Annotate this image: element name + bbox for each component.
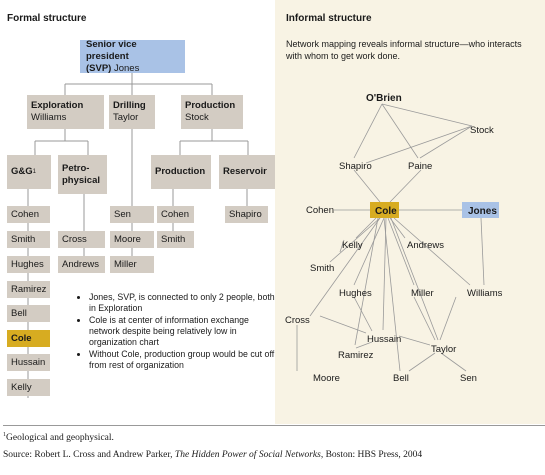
- member-box: Cohen: [157, 206, 194, 223]
- network-node-bell: Bell: [393, 373, 409, 384]
- member-box: Moore: [110, 231, 154, 248]
- informal-network-graph: O'Brien Stock Shapiro Paine Cohen Cole J…: [285, 93, 503, 384]
- member-box: Cohen: [7, 206, 50, 223]
- footnote-definition: 1Geological and geophysical.: [3, 431, 114, 443]
- network-node-paine: Paine: [408, 161, 432, 172]
- note-item: Jones, SVP, is connected to only 2 peopl…: [89, 292, 279, 314]
- network-node-obrien: O'Brien: [366, 93, 402, 104]
- svp-title-abbrev: (SVP): [86, 62, 112, 74]
- network-node-sen: Sen: [460, 373, 477, 384]
- note-item: Cole is at center of information exchang…: [89, 315, 279, 348]
- member-box: Smith: [157, 231, 194, 248]
- informal-structure-panel: [275, 0, 545, 424]
- network-node-jones: Jones: [468, 206, 497, 217]
- member-box: Cross: [58, 231, 105, 248]
- footnote-marker: 1: [3, 431, 6, 438]
- member-box: Hussain: [7, 354, 50, 371]
- member-box: Ramirez: [7, 281, 50, 298]
- group-label-line2: physical: [62, 174, 101, 186]
- network-node-cole: Cole: [375, 206, 397, 217]
- network-node-smith: Smith: [310, 263, 334, 274]
- member-box: Bell: [7, 305, 50, 322]
- group-production: Production: [151, 155, 211, 189]
- network-node-hughes: Hughes: [339, 288, 372, 299]
- group-reservoir: Reservoir: [219, 155, 275, 189]
- formal-notes-list: Jones, SVP, is connected to only 2 peopl…: [80, 292, 279, 372]
- network-node-moore: Moore: [313, 373, 340, 384]
- formal-structure-title: Formal structure: [7, 13, 87, 24]
- svp-box: Senior vice president (SVP) Jones: [80, 38, 185, 74]
- network-node-ramirez: Ramirez: [338, 350, 374, 361]
- network-node-stock: Stock: [470, 125, 494, 136]
- division-label: Drilling: [113, 100, 146, 111]
- footer-divider: [3, 425, 545, 426]
- network-node-miller: Miller: [411, 288, 434, 299]
- division-label: Exploration: [31, 100, 84, 111]
- member-box: Andrews: [58, 256, 105, 273]
- network-node-hussain: Hussain: [367, 334, 401, 345]
- network-node-cole-box: [370, 202, 399, 218]
- division-label: Production: [185, 100, 236, 111]
- note-item: Without Cole, production group would be …: [89, 349, 279, 371]
- group-label: G&G: [11, 166, 33, 177]
- division-drilling: Drilling Taylor: [109, 95, 155, 129]
- member-box: Shapiro: [225, 206, 268, 223]
- footnote-text: Geological and geophysical.: [6, 433, 114, 443]
- member-box-cole: Cole: [7, 330, 50, 347]
- division-head: Williams: [31, 112, 67, 123]
- network-edges: [296, 103, 485, 372]
- network-node-cross: Cross: [285, 315, 310, 326]
- network-node-jones-box: [462, 202, 499, 218]
- source-title: The Hidden Power of Social Networks: [174, 450, 321, 460]
- member-box: Kelly: [7, 379, 50, 396]
- member-box: Sen: [110, 206, 154, 223]
- network-node-williams: Williams: [467, 288, 503, 299]
- source-suffix: , Boston: HBS Press, 2004: [320, 450, 423, 460]
- member-box: Smith: [7, 231, 50, 248]
- division-head: Taylor: [113, 112, 139, 123]
- network-node-cohen: Cohen: [306, 205, 334, 216]
- network-node-kelly: Kelly: [342, 240, 363, 251]
- member-box: Hughes: [7, 256, 50, 273]
- division-head: Stock: [185, 112, 209, 123]
- network-node-shapiro: Shapiro: [339, 161, 372, 172]
- division-exploration: Exploration Williams: [27, 95, 104, 129]
- group-label: Production: [155, 166, 206, 177]
- informal-subtitle: Network mapping reveals informal structu…: [286, 39, 522, 61]
- network-node-andrews: Andrews: [407, 240, 444, 251]
- division-production: Production Stock: [181, 95, 243, 129]
- group-label-line1: Petro-: [62, 162, 90, 174]
- network-node-taylor: Taylor: [431, 344, 456, 355]
- group-label: Reservoir: [223, 166, 267, 177]
- svp-name: Jones: [113, 62, 140, 74]
- group-gg: G&G 1: [7, 155, 51, 189]
- svp-title: Senior vice president: [86, 38, 137, 62]
- source-prefix: Source: Robert L. Cross and Andrew Parke…: [3, 450, 175, 460]
- member-box: Miller: [110, 256, 154, 273]
- group-petrophysical: Petro- physical: [58, 155, 107, 194]
- informal-structure-title: Informal structure: [286, 13, 372, 24]
- source-line: Source: Robert L. Cross and Andrew Parke…: [3, 450, 422, 460]
